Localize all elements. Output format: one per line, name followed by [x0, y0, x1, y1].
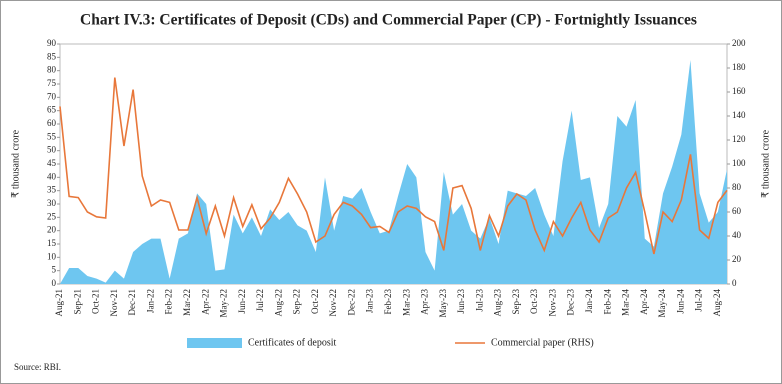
x-tick-label: Jul-23 — [474, 289, 484, 312]
x-tick-label: Jun-22 — [237, 289, 247, 314]
y-tick-label: 10 — [47, 251, 57, 261]
x-tick-label: Aug-21 — [54, 289, 64, 317]
y-axis-label: ₹ thousand crore — [10, 129, 21, 198]
x-tick-label: Nov-23 — [547, 289, 557, 317]
y2-tick-label: 140 — [732, 110, 746, 120]
x-tick-label: Oct-23 — [529, 289, 539, 314]
y-tick-label: 55 — [47, 131, 57, 141]
y2-tick-label: 60 — [732, 206, 742, 216]
y-tick-label: 30 — [47, 198, 57, 208]
x-tick-label: Apr-24 — [639, 289, 649, 315]
x-tick-label: May-22 — [219, 289, 229, 318]
x-tick-label: Jun-23 — [456, 289, 466, 314]
x-tick-label: Apr-23 — [420, 289, 430, 315]
y2-tick-label: 180 — [732, 62, 746, 72]
y2-tick-label: 160 — [732, 86, 746, 96]
cd-area — [60, 60, 727, 284]
y-tick-label: 60 — [47, 118, 57, 128]
y-tick-label: 0 — [52, 278, 57, 288]
y2-tick-label: 100 — [732, 158, 746, 168]
y-tick-label: 90 — [47, 38, 57, 48]
y2-tick-label: 80 — [732, 182, 742, 192]
x-tick-label: May-23 — [438, 289, 448, 318]
legend-swatch — [187, 338, 242, 348]
chart-title: Chart IV.3: Certificates of Deposit (CDs… — [80, 12, 697, 29]
x-tick-label: Mar-23 — [401, 289, 411, 316]
x-tick-label: Oct-21 — [91, 289, 101, 314]
x-tick-label: Nov-22 — [328, 289, 338, 317]
y-tick-label: 70 — [47, 91, 57, 101]
y2-axis-label: ₹ thousand crore — [760, 129, 771, 198]
y-tick-label: 20 — [47, 225, 57, 235]
x-tick-label: Sep-23 — [511, 289, 521, 315]
y-tick-label: 25 — [47, 211, 57, 221]
x-tick-label: Jul-24 — [694, 289, 704, 312]
x-tick-label: Sep-22 — [292, 289, 302, 315]
x-tick-label: Oct-22 — [310, 289, 320, 314]
x-tick-label: Feb-24 — [602, 289, 612, 315]
x-tick-label: Aug-23 — [493, 289, 503, 317]
y-tick-label: 45 — [47, 158, 57, 168]
x-tick-label: Sep-21 — [72, 289, 82, 315]
x-tick-label: Feb-22 — [164, 289, 174, 315]
x-tick-label: Jan-23 — [365, 289, 375, 313]
x-tick-label: Jan-22 — [145, 289, 155, 313]
x-tick-label: Apr-22 — [200, 289, 210, 315]
y-tick-label: 85 — [47, 51, 57, 61]
x-tick-label: Aug-22 — [273, 289, 283, 317]
x-tick-label: Aug-24 — [712, 289, 722, 317]
y-tick-label: 80 — [47, 65, 57, 75]
cp-line — [59, 77, 728, 255]
x-tick-label: May-24 — [657, 289, 667, 318]
y2-tick-label: 0 — [732, 278, 737, 288]
x-tick-label: Jul-22 — [255, 289, 265, 312]
y-tick-label: 15 — [47, 238, 57, 248]
y-tick-label: 5 — [52, 265, 57, 275]
x-tick-label: Mar-22 — [182, 289, 192, 316]
x-tick-label: Dec-22 — [346, 289, 356, 316]
y-tick-label: 50 — [47, 145, 57, 155]
x-tick-label: Jan-24 — [584, 289, 594, 313]
x-tick-label: Feb-23 — [383, 289, 393, 315]
x-tick-label: Mar-24 — [621, 289, 631, 316]
x-tick-label: Dec-23 — [566, 289, 576, 316]
x-tick-label: Nov-21 — [109, 289, 119, 317]
y-tick-label: 35 — [47, 185, 57, 195]
x-tick-label: Dec-21 — [127, 289, 137, 316]
y2-tick-label: 200 — [732, 38, 746, 48]
y2-tick-label: 40 — [732, 230, 742, 240]
source-note: Source: RBI. — [14, 362, 61, 372]
y-tick-label: 75 — [47, 78, 57, 88]
legend-label: Commercial paper (RHS) — [491, 337, 594, 348]
y-tick-label: 65 — [47, 105, 57, 115]
y2-tick-label: 20 — [732, 254, 742, 264]
x-tick-label: Jun-24 — [675, 289, 685, 314]
legend-label: Certificates of deposit — [248, 337, 337, 348]
y2-tick-label: 120 — [732, 134, 746, 144]
y-tick-label: 40 — [47, 171, 57, 181]
